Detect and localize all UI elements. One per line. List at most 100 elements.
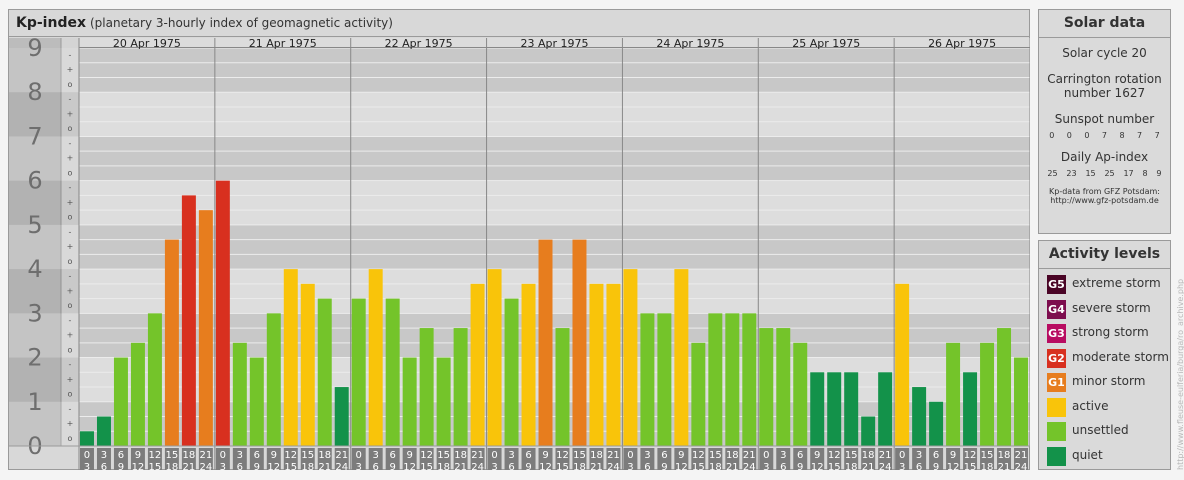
kp-bar — [96, 416, 111, 446]
x-tick-label: 15 — [709, 450, 722, 461]
legend-label: unsettled — [1072, 423, 1129, 437]
x-tick-label: 21 — [879, 450, 892, 461]
chart-title: Kp-index — [16, 15, 86, 31]
legend-label: active — [1072, 398, 1109, 413]
x-tick-label: 12 — [403, 462, 416, 470]
kp-bar — [606, 283, 621, 446]
x-tick-label: 6 — [101, 462, 107, 470]
ap-value: 15 — [1085, 169, 1096, 178]
x-tick-box — [436, 448, 451, 470]
x-tick-box — [708, 448, 723, 470]
legend-swatch — [1047, 446, 1066, 466]
legend-label: severe storm — [1072, 300, 1151, 315]
day-label: 23 Apr 1975 — [520, 38, 588, 50]
x-tick-label: 15 — [556, 462, 569, 470]
x-tick-box — [742, 448, 757, 470]
kp-bar — [164, 239, 179, 446]
y-minor-label: o — [68, 168, 73, 177]
x-tick-box — [419, 448, 434, 470]
x-tick-label: 12 — [964, 450, 977, 461]
kp-bar — [844, 372, 859, 446]
sunspot-value: 0 — [1084, 131, 1090, 140]
x-tick-label: 0 — [356, 450, 362, 461]
kp-bar — [878, 372, 893, 446]
kp-bar — [640, 313, 655, 446]
x-tick-label: 9 — [678, 450, 684, 461]
x-tick-label: 12 — [947, 462, 960, 470]
legend-swatch: G1 — [1047, 373, 1066, 392]
ap-value: 25 — [1047, 169, 1058, 178]
x-tick-box — [878, 448, 893, 470]
x-tick-label: 6 — [933, 450, 939, 461]
kp-bar — [521, 283, 536, 446]
x-tick-box — [895, 448, 910, 470]
watermark-text: http://www.fleuse-eulferia/burga/ro_arch… — [1176, 278, 1184, 470]
x-tick-label: 21 — [199, 450, 212, 461]
x-tick-box — [385, 448, 400, 470]
plot-band — [79, 180, 1030, 225]
legend-item-minor-storm: G1 minor storm — [1047, 373, 1167, 392]
x-tick-label: 15 — [166, 450, 179, 461]
x-tick-box — [963, 448, 978, 470]
legend-item-extreme-storm: G5 extreme storm — [1047, 275, 1167, 294]
x-tick-label: 12 — [284, 450, 297, 461]
x-tick-label: 6 — [118, 450, 124, 461]
x-tick-box — [572, 448, 587, 470]
x-tick-box — [844, 448, 859, 470]
x-tick-label: 21 — [590, 462, 603, 470]
y-minor-label: + — [67, 154, 74, 163]
y-minor-label: - — [69, 227, 72, 236]
x-tick-label: 18 — [981, 462, 994, 470]
day-label: 25 Apr 1975 — [792, 38, 860, 50]
sunspot-value: 7 — [1137, 131, 1143, 140]
x-tick-box — [555, 448, 570, 470]
day-label: 26 Apr 1975 — [928, 38, 996, 50]
x-tick-label: 12 — [828, 450, 841, 461]
legend-item-quiet: quiet — [1047, 446, 1167, 466]
x-tick-label: 12 — [556, 450, 569, 461]
y-minor-label: - — [69, 316, 72, 325]
x-tick-label: 9 — [950, 450, 956, 461]
kp-bar — [793, 342, 808, 446]
y-minor-label: o — [68, 301, 73, 310]
kp-bar — [861, 416, 876, 446]
x-tick-label: 18 — [301, 462, 314, 470]
y-minor-label: - — [69, 183, 72, 192]
x-tick-label: 12 — [149, 450, 162, 461]
x-tick-label: 15 — [284, 462, 297, 470]
x-tick-box — [691, 448, 706, 470]
x-tick-label: 0 — [763, 450, 769, 461]
y-minor-label: + — [67, 286, 74, 295]
x-tick-box — [606, 448, 621, 470]
ap-value: 9 — [1156, 169, 1162, 178]
kp-bar — [351, 298, 366, 446]
x-tick-label: 3 — [237, 450, 243, 461]
x-tick-box — [861, 448, 876, 470]
plot-band — [79, 48, 1030, 93]
x-tick-label: 15 — [301, 450, 314, 461]
x-tick-label: 21 — [998, 462, 1011, 470]
x-tick-box — [80, 448, 94, 470]
kp-bar — [385, 298, 400, 446]
x-tick-box — [368, 448, 383, 470]
x-tick-label: 6 — [525, 450, 531, 461]
kp-bar — [181, 195, 196, 446]
sunspot-value: 0 — [1049, 131, 1055, 140]
x-tick-label: 3 — [627, 462, 633, 470]
x-tick-box — [300, 448, 315, 470]
x-tick-box — [538, 448, 553, 470]
x-tick-label: 6 — [916, 462, 922, 470]
x-tick-box — [470, 448, 485, 470]
kp-bar — [470, 283, 485, 446]
x-tick-label: 3 — [101, 450, 107, 461]
chart-title-bar: Kp-index (planetary 3-hourly index of ge… — [9, 10, 1029, 37]
x-tick-box — [198, 448, 213, 470]
x-tick-label: 15 — [692, 462, 705, 470]
x-tick-box — [266, 448, 281, 470]
kp-bar — [402, 357, 417, 446]
x-tick-label: 21 — [862, 462, 875, 470]
x-tick-label: 3 — [763, 462, 769, 470]
kp-bar — [827, 372, 842, 446]
source-link[interactable]: http://www.gfz-potsdam.de — [1050, 196, 1159, 205]
y-tick-label: 1 — [27, 388, 42, 416]
